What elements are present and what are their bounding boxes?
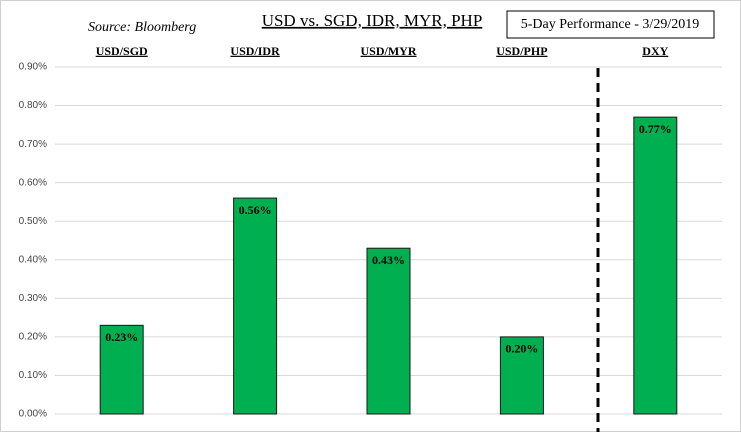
chart-title: USD vs. SGD, IDR, MYR, PHP xyxy=(262,11,483,30)
source: Source: Bloomberg xyxy=(88,20,196,35)
y-tick-label: 0.50% xyxy=(19,216,47,227)
data-label: 0.23% xyxy=(105,330,138,344)
bar xyxy=(99,324,144,415)
y-tick-label: 0.30% xyxy=(19,293,47,304)
y-tick-label: 0.90% xyxy=(19,62,47,73)
bar xyxy=(499,336,544,415)
y-tick-label: 0.00% xyxy=(19,409,47,420)
bar xyxy=(366,247,411,415)
subtitle-box xyxy=(506,10,715,39)
category-label: DXY xyxy=(642,44,668,58)
y-tick-label: 0.20% xyxy=(19,332,47,343)
category-label: USD/SGD xyxy=(96,44,148,58)
subtitle: 5-Day Performance - 3/29/2019 xyxy=(521,17,699,32)
category-label: USD/IDR xyxy=(230,44,280,58)
data-label: 0.56% xyxy=(239,203,272,217)
category-label: USD/MYR xyxy=(361,44,417,58)
y-tick-label: 0.70% xyxy=(19,139,47,150)
y-tick-label: 0.40% xyxy=(19,254,47,265)
bar xyxy=(233,197,278,415)
data-label: 0.20% xyxy=(505,342,538,356)
data-label: 0.43% xyxy=(372,253,405,267)
y-tick-label: 0.10% xyxy=(19,370,47,381)
category-label: USD/PHP xyxy=(496,44,547,58)
y-tick-label: 0.80% xyxy=(19,100,47,111)
y-tick-label: 0.60% xyxy=(19,177,47,188)
data-label: 0.77% xyxy=(639,122,672,136)
bar xyxy=(633,116,678,415)
